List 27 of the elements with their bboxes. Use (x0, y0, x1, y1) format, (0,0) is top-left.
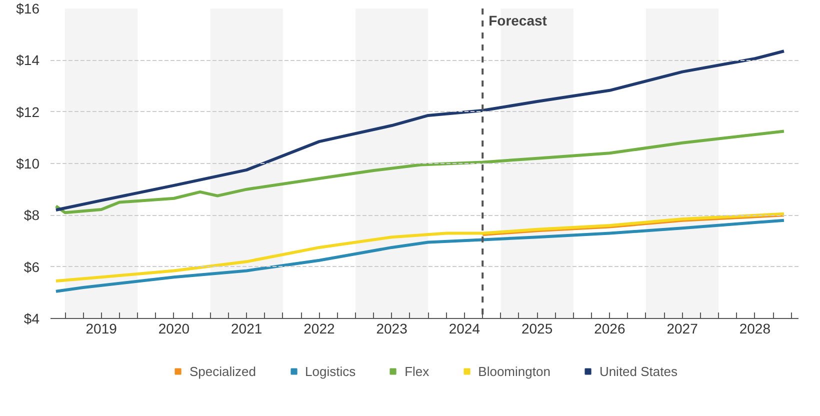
x-tick-label: 2022 (304, 320, 335, 336)
line-series (54, 212, 786, 283)
ref-line-label: Forecast (488, 12, 548, 28)
x-tick-label: 2023 (376, 320, 408, 336)
x-tick-label: 2019 (86, 320, 118, 336)
y-tick-label: $16 (16, 0, 40, 16)
legend-label: Flex (404, 364, 430, 378)
line-series (54, 50, 786, 212)
y-tick-label: $12 (16, 104, 40, 120)
x-tick-label: 2027 (666, 320, 698, 336)
x-tick-label: 2024 (448, 320, 480, 336)
y-tick-label: $6 (24, 258, 40, 275)
y-tick-label: $10 (16, 156, 40, 172)
x-tick-label: 2028 (739, 320, 771, 336)
legend-label: Bloomington (478, 364, 550, 378)
legend-label: United States (599, 364, 678, 378)
line-series (54, 130, 786, 214)
legend-label: Logistics (305, 364, 356, 378)
x-tick-label: 2025 (521, 320, 553, 336)
x-tick-label: 2020 (158, 320, 190, 336)
x-tick-label: 2026 (594, 320, 626, 336)
line-series (54, 218, 786, 293)
y-tick-label: $14 (16, 52, 40, 68)
y-tick-label: $4 (24, 310, 40, 326)
y-tick-label: $8 (24, 207, 40, 224)
legend-label: Specialized (190, 364, 256, 378)
x-tick-label: 2021 (231, 320, 262, 336)
